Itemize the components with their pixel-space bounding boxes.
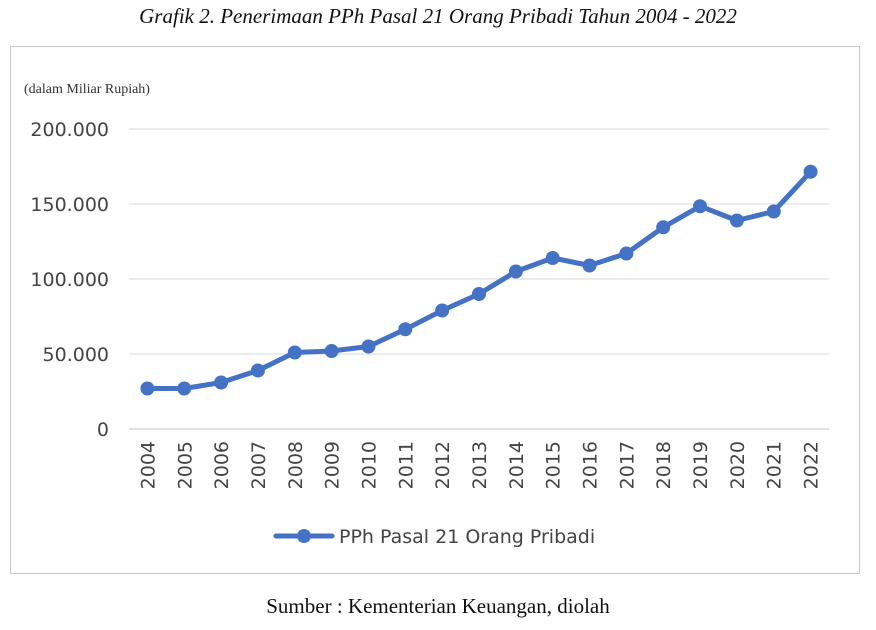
x-tick-label: 2010 xyxy=(358,441,380,489)
x-tick-label: 2020 xyxy=(727,441,749,489)
x-tick-label: 2012 xyxy=(432,441,454,489)
y-tick-label: 0 xyxy=(97,419,109,441)
x-tick-label: 2021 xyxy=(764,441,786,489)
gridlines xyxy=(129,128,829,430)
data-point xyxy=(472,287,486,301)
legend-dot-marker xyxy=(297,529,311,543)
data-point xyxy=(361,339,376,354)
series-layer xyxy=(140,164,818,396)
data-point xyxy=(545,251,560,265)
x-tick-label: 2006 xyxy=(211,441,233,489)
x-tick-label: 2014 xyxy=(506,441,528,489)
x-tick-label: 2017 xyxy=(616,441,638,489)
x-tick-label: 2015 xyxy=(543,441,565,489)
x-tick-label: 2019 xyxy=(690,441,712,489)
x-tick-label: 2007 xyxy=(248,441,270,489)
data-point xyxy=(324,344,339,358)
x-axis-ticks: 2004 2005 2006 2007 2008 2009 2010 2011 2012 2013… xyxy=(137,441,822,489)
data-point xyxy=(398,322,413,337)
x-tick-label: 2022 xyxy=(801,441,823,489)
x-tick-label: 2013 xyxy=(469,441,491,489)
data-point xyxy=(729,213,744,228)
x-tick-label: 2005 xyxy=(174,441,196,489)
y-tick-label: 100.000 xyxy=(30,269,109,291)
data-point xyxy=(508,264,523,279)
legend-label: PPh Pasal 21 Orang Pribadi xyxy=(339,526,595,548)
data-point xyxy=(656,220,671,235)
y-tick-label: 200.000 xyxy=(30,119,109,141)
data-point xyxy=(250,363,265,378)
x-tick-label: 2009 xyxy=(322,441,344,489)
chart-area: 0 50.000 100.000 150.000 200.000 2004 2005 200… xyxy=(10,46,860,574)
x-tick-label: 2011 xyxy=(395,441,417,489)
data-point xyxy=(619,246,634,261)
x-tick-label: 2008 xyxy=(285,441,307,489)
data-point xyxy=(693,199,708,214)
data-point xyxy=(766,204,781,219)
data-point xyxy=(582,258,597,273)
data-point xyxy=(803,164,818,179)
unit-label: (dalam Miliar Rupiah) xyxy=(24,82,150,97)
x-tick-label: 2004 xyxy=(137,441,159,489)
x-tick-label: 2018 xyxy=(653,441,675,489)
source-note: Sumber : Kementerian Keuangan, diolah xyxy=(266,594,610,618)
data-point xyxy=(140,381,155,396)
y-tick-label: 150.000 xyxy=(30,194,109,216)
data-point xyxy=(435,303,450,318)
y-axis-ticks: 0 50.000 100.000 150.000 200.000 xyxy=(30,119,109,441)
y-tick-label: 50.000 xyxy=(43,344,109,366)
figure-title: Grafik 2. Penerimaan PPh Pasal 21 Orang … xyxy=(139,4,737,28)
data-point xyxy=(214,375,229,390)
legend: PPh Pasal 21 Orang Pribadi xyxy=(273,526,595,548)
x-tick-label: 2016 xyxy=(580,441,602,489)
data-point xyxy=(287,345,302,360)
data-point xyxy=(177,381,192,396)
